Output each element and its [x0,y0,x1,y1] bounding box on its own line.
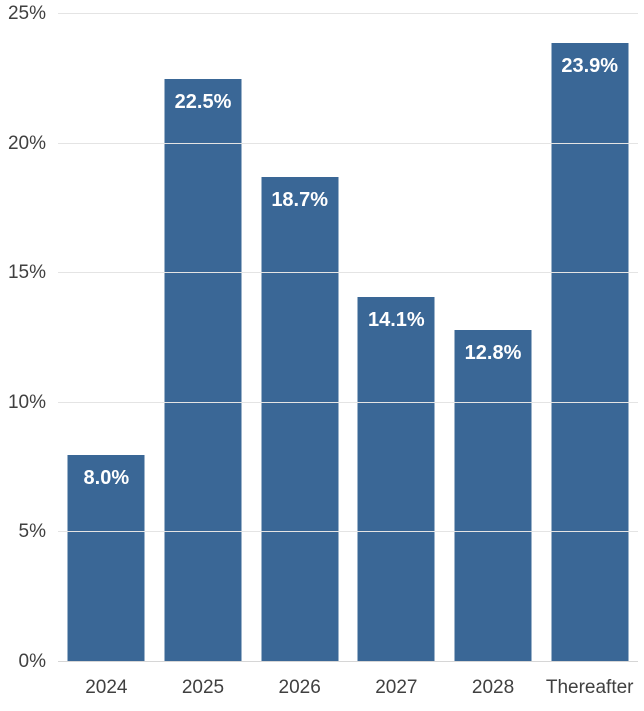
bar-column-thereafter: 23.9% [541,14,638,662]
bar-thereafter: 23.9% [551,42,629,662]
bar-value-label: 18.7% [271,189,329,212]
y-tick-label: 25% [7,3,46,24]
gridline [58,531,638,533]
x-axis: 2024 2025 2026 2027 2028 Thereafter [58,662,638,711]
x-tick-label-2028: 2028 [471,677,515,698]
y-tick-label: 0% [18,651,46,672]
bar-value-label: 8.0% [83,466,130,489]
x-tick-label-2026: 2026 [278,677,321,698]
x-tick-label-2027: 2027 [375,677,418,698]
plot-area: 8.0% 22.5% 18.7% 14.1% 12.8% 23.9% [58,13,638,662]
bar-column-2027: 14.1% [348,14,445,662]
y-tick-label: 15% [7,262,46,284]
bar-column-2025: 22.5% [155,14,252,662]
x-tick-label-thereafter: Thereafter [545,677,634,698]
gridline [58,142,638,144]
y-tick-label: 5% [18,521,46,543]
gridline [58,401,638,403]
bar-value-label: 23.9% [561,54,619,77]
y-tick-label: 20% [7,132,46,154]
x-tick-label-2024: 2024 [85,677,128,698]
x-axis-baseline [58,661,638,662]
bar-2026: 18.7% [261,177,339,662]
y-tick-label: 10% [7,391,46,413]
bar-value-label: 14.1% [367,308,425,331]
bar-2028: 12.8% [454,330,532,662]
y-axis: 0% 5% 10% 15% 20% 25% [0,0,46,711]
bar-column-2026: 18.7% [251,14,348,662]
bars-layer: 8.0% 22.5% 18.7% 14.1% 12.8% 23.9% [58,14,638,662]
bar-value-label: 12.8% [464,342,522,365]
bar-2027: 14.1% [357,296,435,662]
bar-2025: 22.5% [164,78,242,662]
x-tick-label-2025: 2025 [181,677,225,698]
gridline [58,13,638,14]
bar-value-label: 22.5% [174,90,232,113]
gridline [58,272,638,274]
bar-2024: 8.0% [67,454,145,662]
bar-column-2024: 8.0% [58,14,155,662]
bar-column-2028: 12.8% [445,14,542,662]
